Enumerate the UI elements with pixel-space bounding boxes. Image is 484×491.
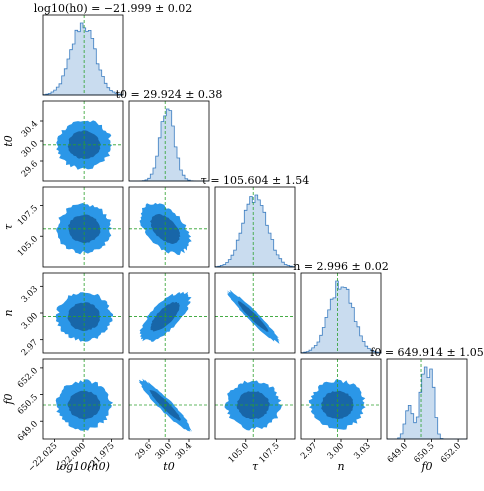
y-tick-label-n: 3.00 — [20, 311, 40, 331]
x-tick-label-t0: 29.6 — [134, 441, 154, 461]
contour-log10h0-n — [43, 273, 123, 353]
panel-title-f0: f0 = 649.914 ± 1.05 — [370, 346, 483, 359]
contour-log10h0-t0 — [43, 101, 123, 181]
panel-title-tau: τ = 105.604 ± 1.54 — [201, 174, 310, 187]
hist-bars-n — [300, 280, 382, 354]
x-axis-label-n: n — [337, 460, 344, 473]
hist-bars-f0 — [387, 366, 467, 440]
contour-log10h0-f0 — [43, 359, 123, 439]
x-tick-label-f0: 649.0 — [386, 441, 410, 465]
contour-log10h0-tau — [43, 187, 123, 267]
y-tick-label-f0: 649.0 — [16, 419, 40, 443]
x-tick-label-f0: 652.0 — [439, 441, 463, 465]
x-axis-label-log10h0: log10(h0) — [56, 460, 110, 473]
x-tick-label-tau: 107.5 — [257, 441, 281, 465]
panel-title-n: n = 2.996 ± 0.02 — [293, 260, 389, 273]
y-tick-label-t0: 29.6 — [20, 159, 40, 179]
panel-frame-t0-tau — [128, 186, 210, 268]
y-tick-label-t0: 30.0 — [20, 139, 40, 159]
panel-frame-tau-n — [214, 272, 296, 354]
contour-inner — [237, 300, 269, 332]
contour-t0-tau — [129, 187, 209, 267]
panel-title-log10h0: log10(h0) = −21.999 ± 0.02 — [34, 2, 192, 15]
hist-n — [300, 273, 382, 354]
x-tick-label-n: 2.97 — [299, 441, 319, 461]
panel-frame-log10h0 — [42, 14, 124, 96]
x-tick-label-t0: 30.0 — [154, 441, 174, 461]
panel-frame-tau-f0 — [214, 358, 296, 440]
y-axis-label-n: n — [2, 309, 15, 316]
contour-t0-f0 — [129, 359, 209, 439]
x-axis-label-f0: f0 — [420, 460, 432, 473]
y-tick-label-tau: 107.5 — [16, 204, 40, 228]
contour-tau-n — [215, 273, 295, 353]
panel-frame-t0 — [128, 100, 210, 182]
y-tick-label-n: 2.97 — [20, 338, 40, 358]
y-axis-label-tau: τ — [2, 223, 15, 230]
panel-title-t0: t0 = 29.924 ± 0.38 — [116, 88, 223, 101]
contour-tau-f0 — [215, 359, 295, 439]
hist-bars-tau — [214, 194, 296, 268]
panel-frame-n — [300, 272, 382, 354]
panel-frame-tau — [214, 186, 296, 268]
x-axis-label-tau: τ — [252, 460, 259, 473]
contour-n-f0 — [301, 359, 381, 439]
x-tick-label-n: 3.03 — [352, 441, 372, 461]
hist-bars-t0 — [129, 108, 209, 182]
y-tick-label-f0: 650.5 — [16, 393, 40, 417]
y-tick-label-n: 3.03 — [20, 284, 40, 304]
contour-t0-n — [129, 273, 209, 353]
hist-bars-log10h0 — [42, 22, 124, 96]
panel-frame-log10h0-tau — [42, 186, 124, 268]
panel-frame-t0-n — [128, 272, 210, 354]
y-tick-label-t0: 30.4 — [20, 119, 40, 139]
x-axis-label-t0: t0 — [163, 460, 174, 473]
x-tick-label-n: 3.00 — [326, 441, 346, 461]
hist-tau — [214, 187, 296, 268]
y-axis-label-f0: f0 — [2, 393, 15, 405]
x-tick-label-t0: 30.4 — [174, 441, 194, 461]
x-tick-label-log10h0: −22.025 — [26, 441, 59, 474]
y-tick-label-tau: 105.0 — [16, 234, 40, 258]
hist-t0 — [129, 101, 209, 182]
y-axis-label-t0: t0 — [2, 135, 15, 146]
hist-log10h0 — [42, 15, 124, 96]
panel-frame-f0 — [386, 358, 468, 440]
panel-frame-t0-f0 — [128, 358, 210, 440]
y-tick-label-f0: 652.0 — [16, 366, 40, 390]
hist-f0 — [387, 359, 467, 440]
x-tick-label-tau: 105.0 — [227, 441, 251, 465]
